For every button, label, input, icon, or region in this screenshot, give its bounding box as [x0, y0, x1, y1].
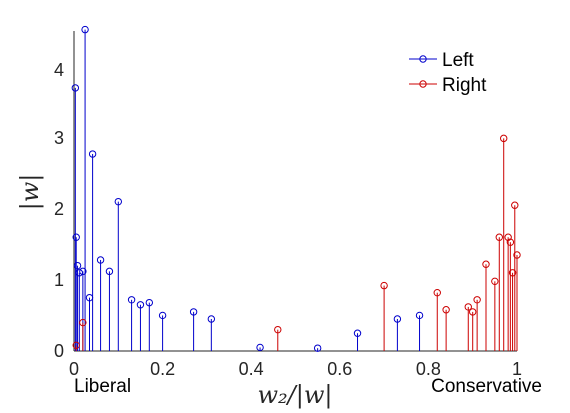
point-1-1 [79, 318, 87, 327]
x-tick-label: 0.2 [150, 359, 175, 379]
point-1-2 [274, 325, 282, 334]
point-0-14 [158, 311, 167, 320]
liberal-annotation: Liberal [74, 376, 131, 397]
legend-left-marker-icon [419, 55, 427, 63]
point-1-16 [511, 201, 519, 209]
legend: Left Right [409, 50, 487, 96]
y-tick-label: 1 [54, 270, 64, 290]
y-tick-labels: 0 1 2 3 4 [54, 60, 64, 361]
point-0-21 [415, 311, 424, 320]
data-marks [71, 25, 521, 352]
x-tick-label: 0.4 [239, 359, 264, 379]
point-0-7 [88, 150, 97, 158]
x-tick-label: 0.6 [327, 359, 352, 379]
point-0-10 [114, 197, 123, 206]
point-0-9 [105, 267, 114, 276]
point-0-18 [313, 344, 322, 352]
point-1-15 [508, 269, 517, 277]
point-0-8 [96, 256, 105, 264]
point-0-0 [71, 84, 80, 92]
point-0-11 [127, 296, 136, 304]
point-0-15 [189, 308, 198, 316]
y-tick-label: 0 [54, 341, 64, 361]
point-1-0 [72, 341, 80, 350]
point-1-4 [433, 288, 441, 297]
x-tick-label: 0 [69, 359, 79, 379]
y-tick-label: 3 [54, 128, 64, 148]
point-0-20 [393, 315, 402, 323]
point-0-17 [256, 343, 264, 352]
y-tick-label: 4 [54, 60, 64, 80]
legend-left-label: Left [442, 50, 474, 71]
point-1-9 [482, 260, 490, 268]
point-1-7 [469, 308, 477, 316]
x-tick-label: 0.8 [416, 359, 441, 379]
point-1-5 [442, 306, 450, 314]
point-0-16 [207, 315, 216, 323]
point-0-12 [136, 301, 145, 309]
legend-right-label: Right [442, 75, 487, 96]
conservative-annotation: Conservative [431, 376, 542, 397]
point-1-8 [473, 296, 481, 304]
x-axis-label: w₂/|w| [258, 381, 333, 410]
point-1-3 [380, 281, 388, 290]
point-1-10 [491, 277, 499, 286]
x-tick-labels: 0 0.2 0.4 0.6 0.8 1 [69, 359, 522, 379]
point-0-1 [72, 233, 80, 241]
point-0-5 [81, 25, 89, 34]
axes [73, 31, 517, 352]
point-1-13 [504, 233, 512, 241]
point-1-14 [506, 238, 515, 246]
y-tick-label: 2 [54, 199, 64, 219]
point-0-4 [79, 267, 87, 276]
point-0-2 [73, 261, 82, 270]
point-1-17 [513, 251, 521, 259]
y-axis-label: |w| [16, 174, 45, 211]
point-1-6 [464, 303, 472, 311]
point-0-13 [145, 298, 154, 307]
x-tick-label: 1 [512, 359, 522, 379]
point-1-12 [500, 134, 508, 143]
point-0-19 [353, 329, 362, 337]
point-1-11 [495, 233, 503, 241]
legend-right-marker-icon [419, 80, 427, 88]
